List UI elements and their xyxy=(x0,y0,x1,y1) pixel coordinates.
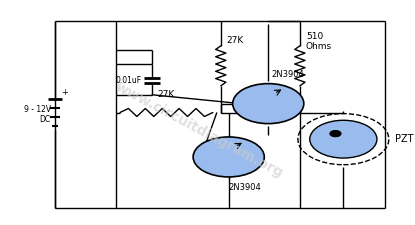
Text: 27K: 27K xyxy=(227,36,244,45)
Text: 2N3904: 2N3904 xyxy=(228,182,261,191)
Circle shape xyxy=(193,137,264,177)
Text: 9 - 12V
DC: 9 - 12V DC xyxy=(24,105,51,124)
Text: 2N3904: 2N3904 xyxy=(272,70,304,79)
Text: 27K: 27K xyxy=(158,90,175,99)
Circle shape xyxy=(330,130,341,137)
Text: 510
Ohms: 510 Ohms xyxy=(306,32,332,51)
Text: www.circuitdiagram.org: www.circuitdiagram.org xyxy=(112,80,286,181)
Text: 0.01uF: 0.01uF xyxy=(116,76,142,85)
Text: +: + xyxy=(61,88,68,97)
Circle shape xyxy=(233,84,304,124)
Circle shape xyxy=(310,120,377,158)
Text: PZT: PZT xyxy=(395,134,413,144)
